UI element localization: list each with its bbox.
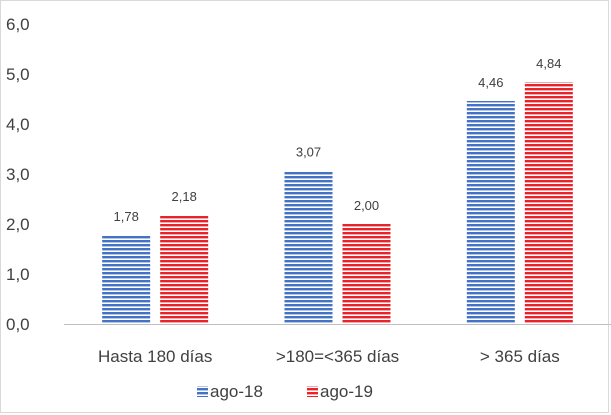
y-tick-label: 4,0: [6, 115, 30, 134]
y-tick-label: 5,0: [6, 65, 30, 84]
data-label: 3,07: [296, 145, 321, 160]
y-tick-label: 2,0: [6, 215, 30, 234]
legend: ago-18 ago-19: [197, 382, 373, 401]
data-label: 4,84: [536, 56, 561, 71]
bar-ago-18-2: [466, 101, 515, 324]
y-tick-label: 3,0: [6, 165, 30, 184]
x-category-label: > 365 días: [480, 347, 560, 366]
legend-label: ago-19: [320, 382, 373, 401]
bar-ago-19-2: [524, 82, 573, 324]
x-category-label: Hasta 180 días: [98, 347, 212, 366]
data-label: 2,00: [354, 198, 379, 213]
bar-ago-18-1: [284, 170, 333, 324]
bar-ago-19-1: [342, 224, 391, 324]
legend-swatch-ago-18: [197, 386, 208, 397]
bar-ago-18-0: [102, 235, 151, 324]
bars: [102, 82, 573, 324]
data-labels: 1,78 2,18 3,07 2,00 4,46 4,84: [114, 56, 562, 224]
data-label: 4,46: [478, 75, 503, 90]
y-tick-label: 0,0: [6, 315, 30, 334]
data-label: 2,18: [172, 189, 197, 204]
y-axis-tick-labels: 0,0 1,0 2,0 3,0 4,0 5,0 6,0: [6, 15, 30, 334]
x-category-label: >180=<365 días: [276, 347, 399, 366]
data-label: 1,78: [114, 209, 139, 224]
x-axis-category-labels: Hasta 180 días >180=<365 días > 365 días: [98, 347, 560, 366]
y-tick-label: 6,0: [6, 15, 30, 34]
legend-label: ago-18: [210, 382, 263, 401]
legend-swatch-ago-19: [307, 386, 318, 397]
bar-ago-19-0: [160, 215, 209, 324]
y-tick-label: 1,0: [6, 265, 30, 284]
